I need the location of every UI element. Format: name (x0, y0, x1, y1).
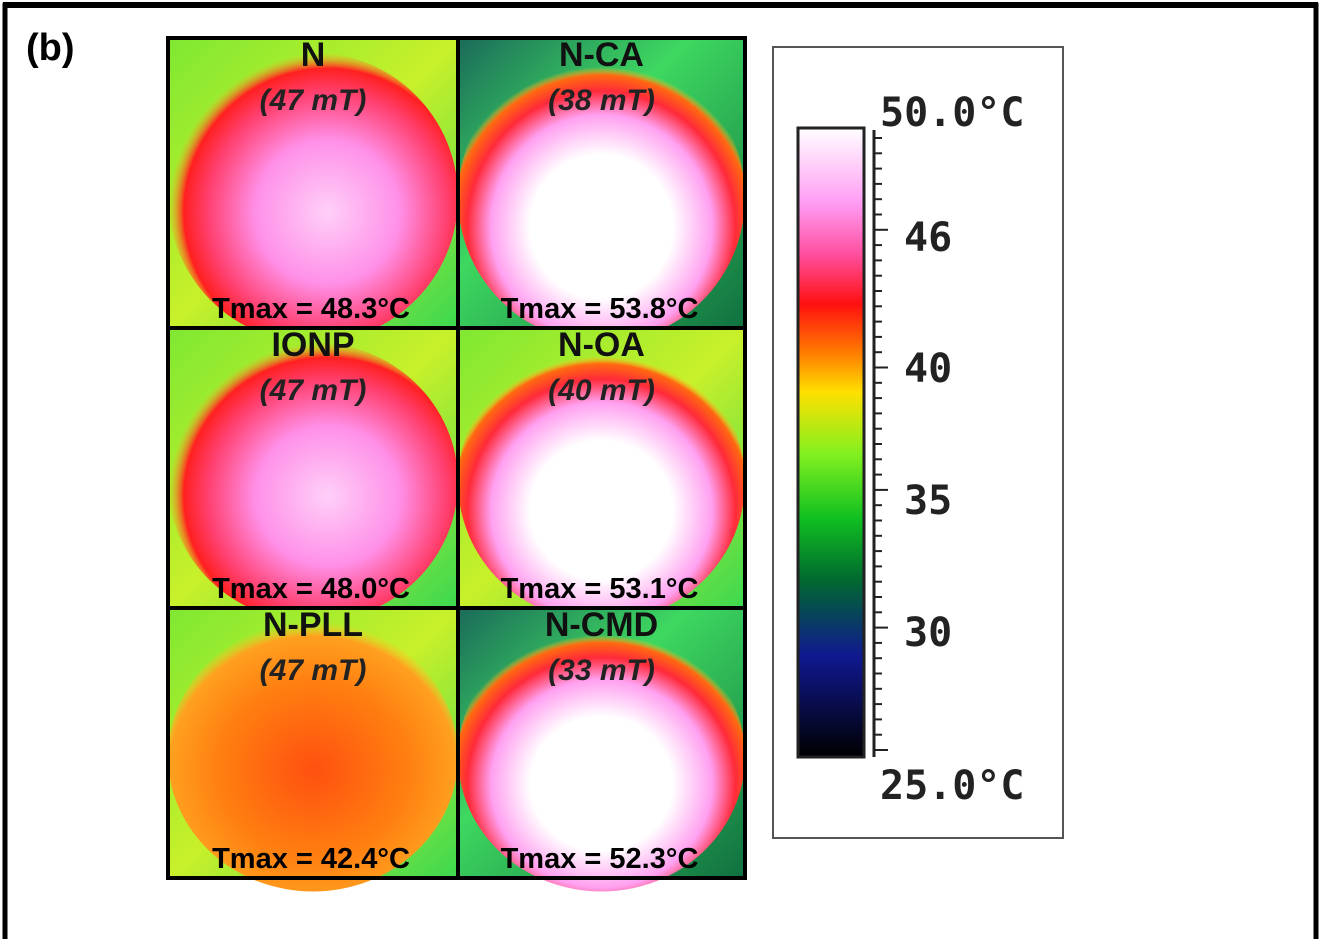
field-strength: (47 mT) (260, 374, 367, 407)
tmax: Tmax = 48.3°C (212, 293, 410, 325)
tmax: Tmax = 53.8°C (501, 293, 699, 325)
field-strength: (33 mT) (548, 654, 655, 687)
field-strength: (47 mT) (260, 84, 367, 117)
tmax: Tmax = 53.1°C (501, 573, 699, 605)
panel-label: (b) (26, 27, 75, 69)
tmax: Tmax = 52.3°C (501, 843, 699, 875)
sample-name: N-CMD (545, 606, 658, 644)
sample-name: N-PLL (263, 606, 363, 644)
field-strength: (40 mT) (548, 374, 655, 407)
figure: (b) N (47 mT) Tmax = 48.3°C N-CA (38 mT) Tmax… (0, 0, 1321, 939)
tmax: Tmax = 48.0°C (212, 573, 410, 605)
thermal-grid: N (47 mT) Tmax = 48.3°C N-CA (38 mT) Tmax = 5… (168, 36, 745, 892)
sample-name: N-CA (559, 36, 644, 74)
tmax: Tmax = 42.4°C (212, 843, 410, 875)
colorbar (798, 128, 864, 757)
colorbar-label: 35 (904, 478, 952, 524)
colorbar-label: 40 (904, 346, 952, 392)
colorbar-label: 25.0°C (880, 763, 1025, 809)
sample-name: N-OA (558, 326, 645, 364)
colorbar-label: 50.0°C (880, 90, 1025, 136)
colorbar-label: 30 (904, 610, 952, 656)
sample-name: IONP (271, 326, 354, 364)
field-strength: (38 mT) (548, 84, 655, 117)
sample-name: N (301, 36, 326, 74)
field-strength: (47 mT) (260, 654, 367, 687)
colorbar-label: 46 (904, 215, 952, 261)
